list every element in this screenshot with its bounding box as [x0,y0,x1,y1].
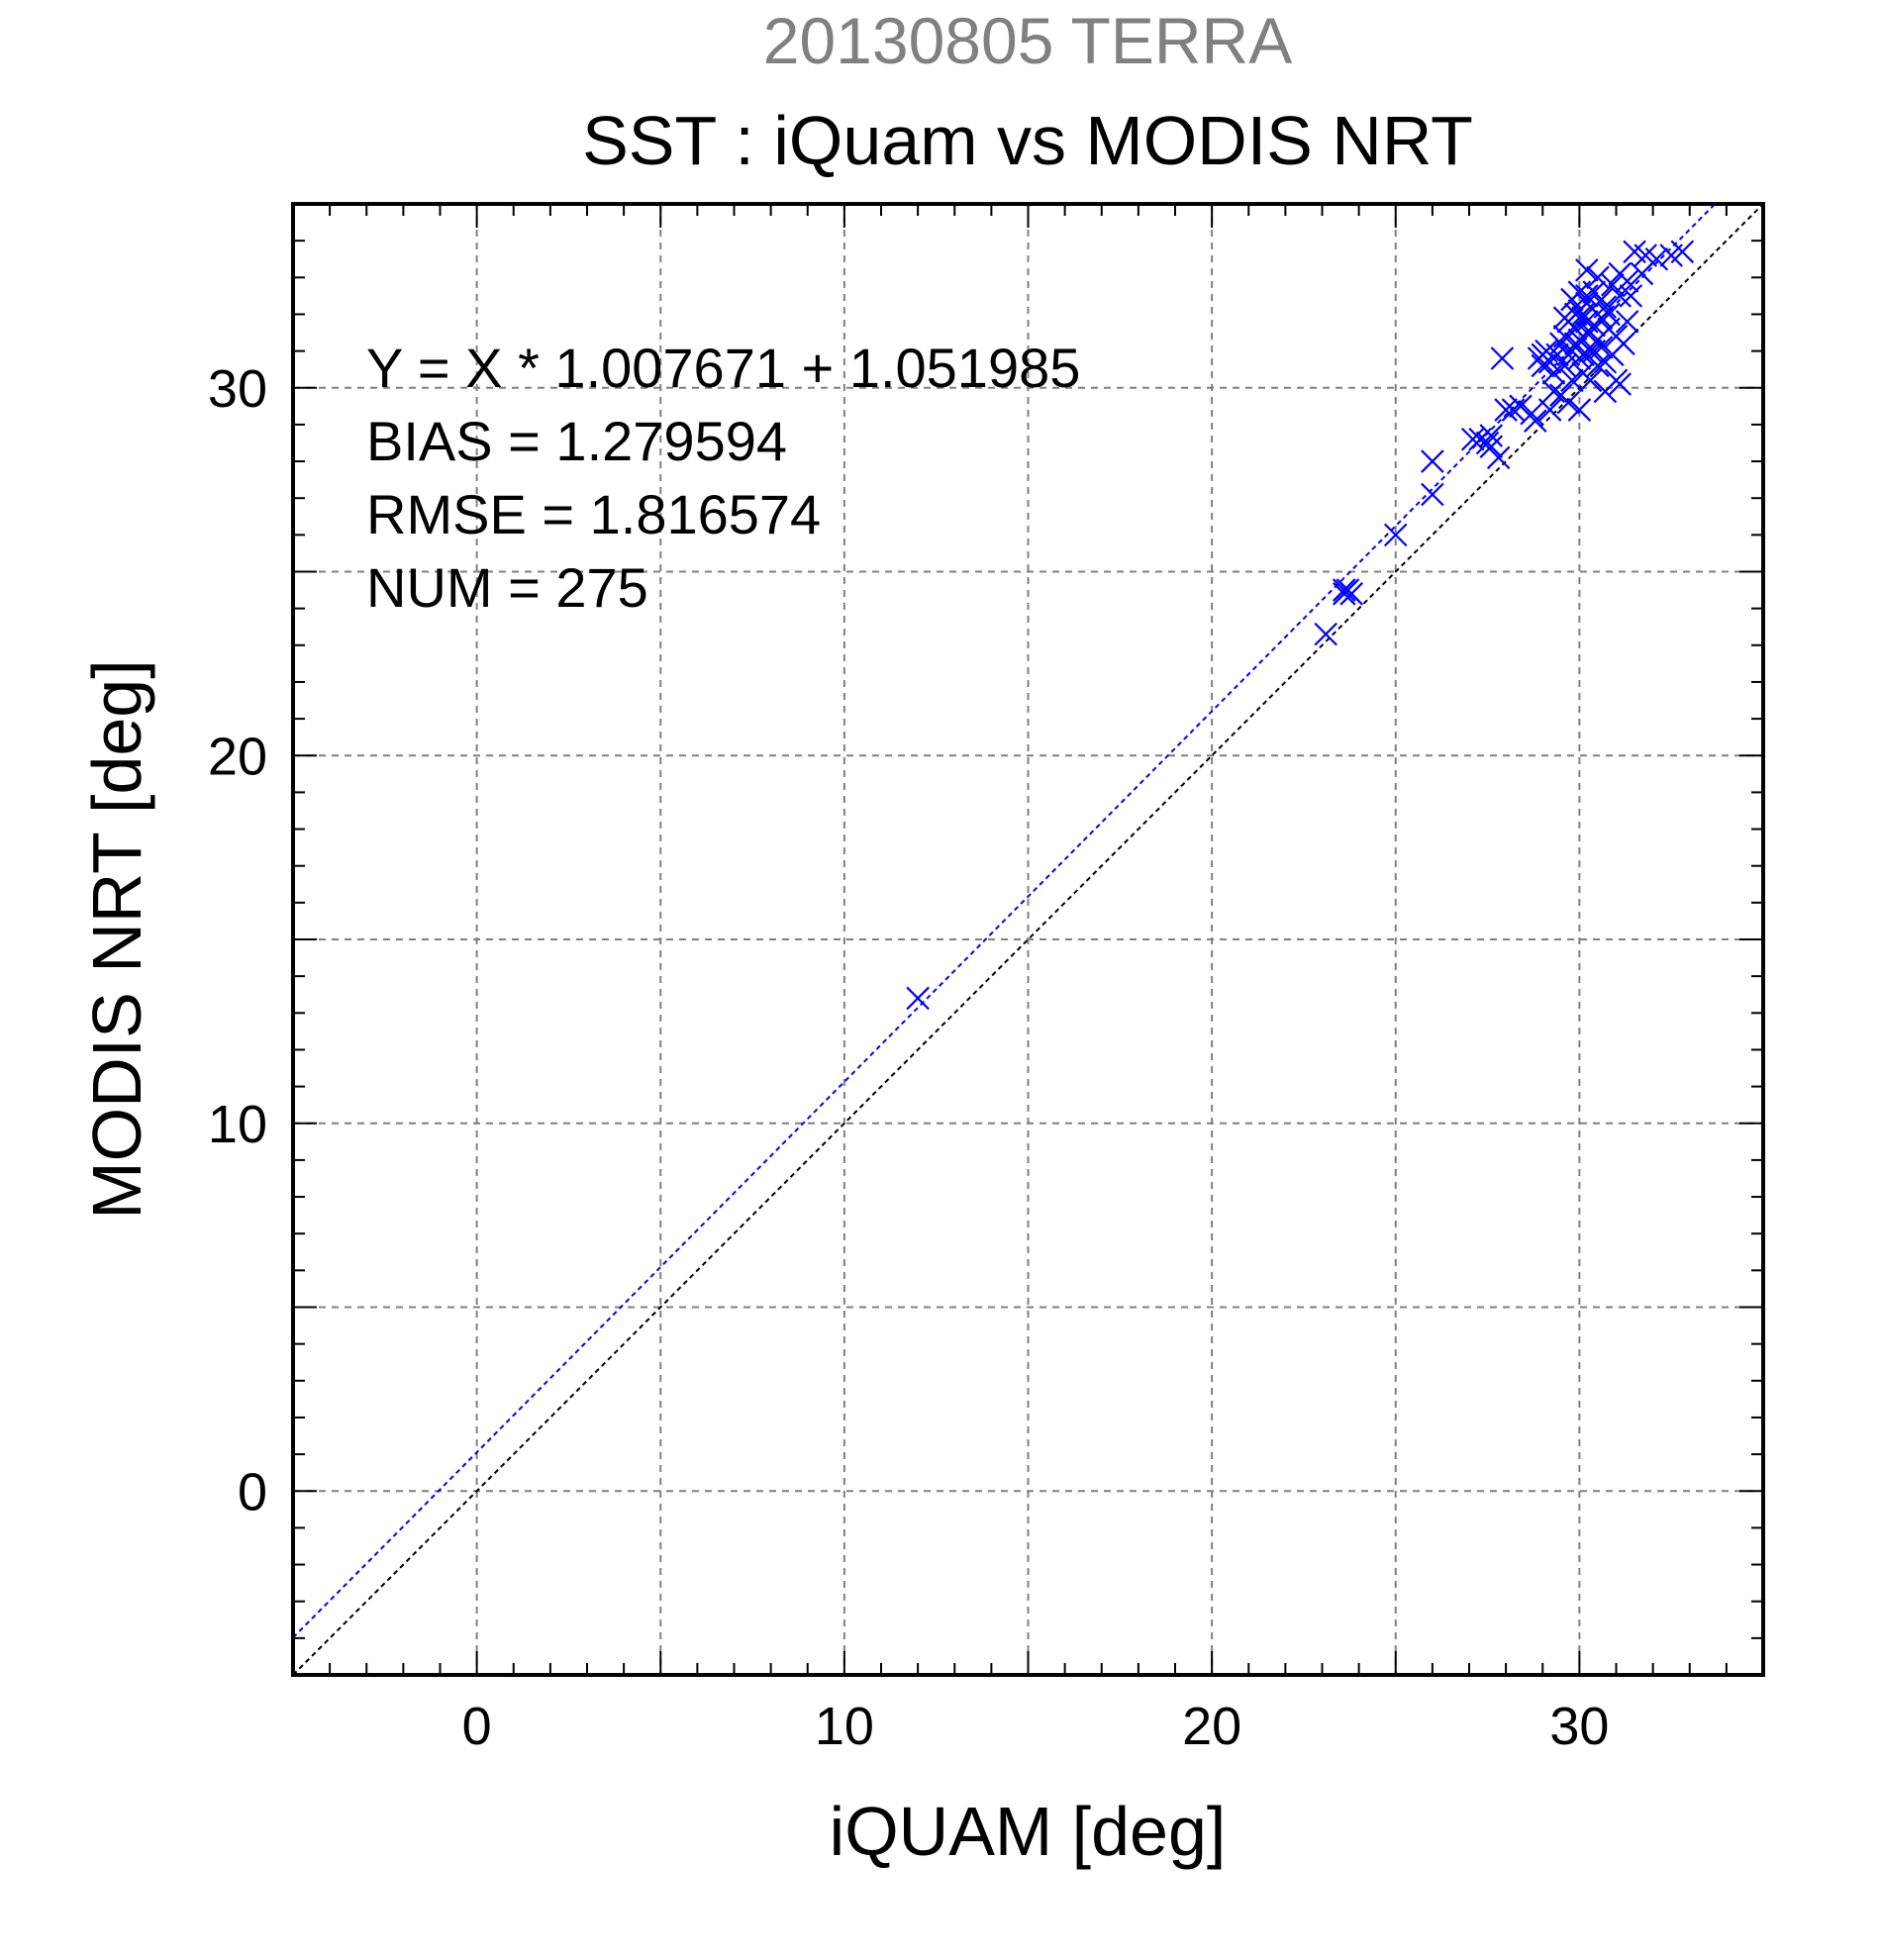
data-point [1541,361,1566,385]
data-points [906,240,1695,1011]
data-point [1520,401,1543,426]
data-point [1333,578,1356,602]
data-point [1460,427,1485,451]
data-point [1586,265,1610,290]
data-point [1619,284,1643,308]
data-point [1421,482,1444,507]
data-point [1563,332,1588,355]
data-point [1608,261,1632,286]
data-point [1524,409,1547,433]
data-point [1644,246,1669,271]
y-tick-label: 0 [238,1462,267,1521]
identity-line [292,203,1764,1676]
data-point [1552,306,1577,330]
data-point [1586,353,1610,378]
data-point [1567,398,1592,422]
data-point [1552,324,1577,348]
tick-labels: 0 10 20 30 0 10 20 30 [208,359,1609,1756]
data-point [1314,622,1337,646]
data-point [1339,582,1363,606]
chart-subtitle: 20130805 TERRA [763,4,1292,77]
data-point [1567,298,1592,323]
data-point [1494,398,1518,422]
x-tick-label: 20 [1182,1697,1241,1756]
data-point [1593,379,1618,404]
chart-title: SST : iQuam vs MODIS NRT [582,102,1473,179]
data-point [1501,398,1526,422]
x-tick-label: 10 [815,1697,874,1756]
data-point [1490,346,1515,370]
y-tick-label: 10 [208,1095,267,1154]
x-axis-label: iQUAM [deg] [830,1793,1227,1870]
x-tick-label: 30 [1549,1697,1609,1756]
data-point [1421,449,1444,473]
data-point [1601,272,1625,297]
data-point [1479,435,1504,458]
data-point [1589,287,1614,312]
data-point [1549,383,1573,407]
reference-lines [292,203,1764,1676]
y-tick-label: 30 [208,359,267,419]
data-point [1608,372,1632,396]
data-point [1575,284,1599,308]
y-tick-label: 20 [208,727,267,786]
data-point [1593,295,1618,319]
data-point [1571,343,1595,367]
data-point [1383,523,1408,547]
data-point [1608,284,1632,308]
x-tick-label: 0 [462,1697,492,1756]
annotation-num: NUM = 275 [366,556,648,619]
data-point [1486,445,1511,470]
data-point [1615,310,1639,334]
data-point [1670,240,1695,264]
plot-frame [291,202,1765,1677]
data-point [906,986,930,1011]
data-point [1537,398,1562,422]
data-point [1597,302,1621,327]
data-point [1531,353,1555,378]
annotation-rmse: RMSE = 1.816574 [366,483,821,545]
fit-line [292,203,1717,1639]
data-point [1578,368,1603,393]
data-point [1479,424,1504,447]
data-point [1578,321,1603,344]
data-point [1560,287,1584,312]
data-point [1589,336,1614,359]
data-point [1541,379,1566,404]
annotation-equation: Y = X * 1.007671 + 1.051985 [366,337,1080,399]
data-point [1612,332,1635,355]
grid-lines [293,204,1763,1675]
data-point [1560,368,1584,393]
y-axis-label: MODIS NRT [deg] [78,659,155,1219]
data-point [1575,258,1599,282]
annotation-bias: BIAS = 1.279594 [366,410,787,472]
